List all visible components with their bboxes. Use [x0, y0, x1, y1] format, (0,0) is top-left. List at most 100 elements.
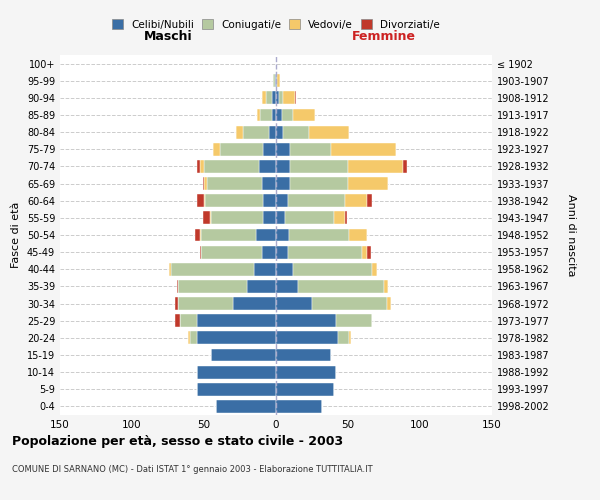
Bar: [203, 212, 210, 224]
Bar: [197, 366, 276, 378]
Bar: [210, 212, 211, 224]
Bar: [175, 314, 179, 327]
Bar: [243, 126, 269, 138]
Bar: [260, 108, 272, 122]
Bar: [348, 177, 388, 190]
Bar: [276, 383, 334, 396]
Bar: [276, 314, 337, 327]
Bar: [236, 126, 243, 138]
Bar: [276, 74, 277, 87]
Bar: [348, 160, 403, 173]
Text: Popolazione per età, sesso e stato civile - 2003: Popolazione per età, sesso e stato civil…: [12, 435, 343, 448]
Bar: [259, 160, 276, 173]
Bar: [276, 228, 289, 241]
Bar: [276, 160, 290, 173]
Bar: [384, 280, 388, 293]
Bar: [204, 177, 207, 190]
Bar: [262, 177, 276, 190]
Bar: [276, 194, 287, 207]
Bar: [403, 160, 407, 173]
Bar: [211, 212, 263, 224]
Bar: [276, 177, 290, 190]
Bar: [178, 297, 233, 310]
Bar: [337, 314, 373, 327]
Bar: [276, 400, 322, 413]
Bar: [334, 212, 345, 224]
Bar: [287, 246, 362, 258]
Bar: [289, 228, 349, 241]
Bar: [273, 74, 275, 87]
Bar: [276, 297, 312, 310]
Bar: [178, 280, 247, 293]
Bar: [212, 143, 220, 156]
Bar: [276, 263, 293, 276]
Bar: [200, 246, 201, 258]
Bar: [276, 366, 337, 378]
Y-axis label: Fasce di età: Fasce di età: [11, 202, 21, 268]
Bar: [290, 177, 348, 190]
Bar: [266, 92, 272, 104]
Bar: [279, 92, 283, 104]
Bar: [309, 126, 349, 138]
Bar: [262, 92, 266, 104]
Bar: [215, 400, 276, 413]
Bar: [171, 263, 254, 276]
Bar: [362, 246, 367, 258]
Bar: [207, 177, 262, 190]
Bar: [345, 194, 367, 207]
Bar: [233, 297, 276, 310]
Bar: [276, 126, 283, 138]
Bar: [197, 194, 204, 207]
Y-axis label: Anni di nascita: Anni di nascita: [566, 194, 577, 276]
Bar: [220, 143, 263, 156]
Bar: [169, 263, 171, 276]
Bar: [349, 228, 367, 241]
Bar: [175, 297, 178, 310]
Bar: [276, 280, 298, 293]
Bar: [205, 194, 263, 207]
Text: COMUNE DI SARNANO (MC) - Dati ISTAT 1° gennaio 2003 - Elaborazione TUTTITALIA.IT: COMUNE DI SARNANO (MC) - Dati ISTAT 1° g…: [12, 465, 373, 474]
Bar: [203, 177, 204, 190]
Bar: [190, 332, 197, 344]
Bar: [283, 126, 309, 138]
Bar: [331, 143, 395, 156]
Legend: Celibi/Nubili, Coniugati/e, Vedovi/e, Divorziati/e: Celibi/Nubili, Coniugati/e, Vedovi/e, Di…: [108, 15, 444, 34]
Bar: [200, 228, 201, 241]
Text: Femmine: Femmine: [352, 30, 416, 43]
Bar: [290, 160, 348, 173]
Bar: [284, 212, 334, 224]
Bar: [269, 126, 276, 138]
Bar: [298, 280, 384, 293]
Bar: [349, 332, 351, 344]
Bar: [277, 74, 280, 87]
Bar: [276, 143, 290, 156]
Bar: [254, 263, 276, 276]
Bar: [272, 92, 276, 104]
Bar: [197, 160, 200, 173]
Bar: [196, 228, 200, 241]
Bar: [247, 280, 276, 293]
Text: Maschi: Maschi: [143, 30, 193, 43]
Bar: [272, 108, 276, 122]
Bar: [287, 194, 345, 207]
Bar: [276, 246, 287, 258]
Bar: [293, 263, 373, 276]
Bar: [367, 246, 371, 258]
Bar: [276, 92, 279, 104]
Bar: [276, 348, 331, 362]
Bar: [188, 332, 190, 344]
Bar: [176, 280, 178, 293]
Bar: [262, 246, 276, 258]
Bar: [312, 297, 387, 310]
Bar: [197, 314, 276, 327]
Bar: [387, 297, 391, 310]
Bar: [276, 212, 284, 224]
Bar: [367, 194, 373, 207]
Bar: [283, 92, 295, 104]
Bar: [201, 246, 262, 258]
Bar: [275, 74, 276, 87]
Bar: [263, 194, 276, 207]
Bar: [282, 108, 293, 122]
Bar: [257, 108, 260, 122]
Bar: [276, 108, 282, 122]
